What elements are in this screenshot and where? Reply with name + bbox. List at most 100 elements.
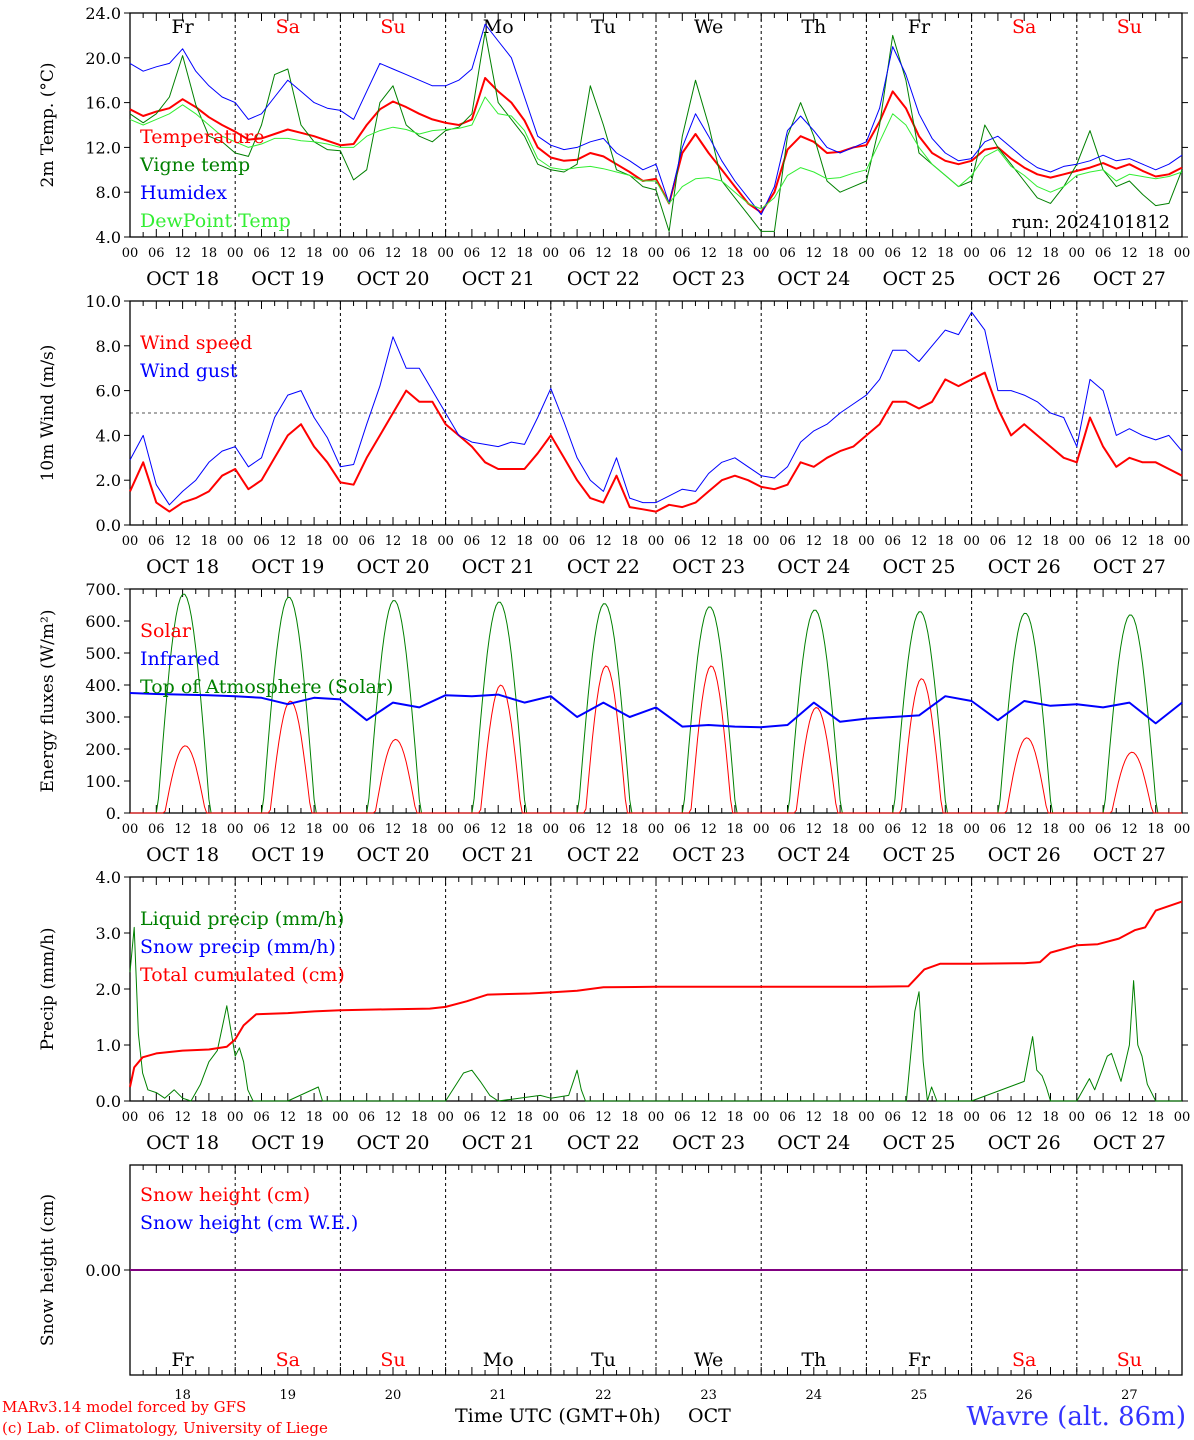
y-tick-label: 2.0 [96,471,121,490]
y-tick-label: 0.0 [96,1092,121,1111]
hour-label: 00 [648,534,665,549]
date-label: OCT 27 [1093,556,1166,578]
series-line [129,96,1183,210]
hour-label: 12 [1016,534,1033,549]
hour-label: 00 [1069,534,1086,549]
hour-label: 18 [1042,534,1059,549]
panel-1: 4.0 8.0 12.0 16.0 20.0 24.0 2m Temp. (°C) 00 06 1… [38,4,1190,290]
hour-label: 00 [543,534,560,549]
hour-label: 00 [753,822,770,837]
series-line [129,692,1183,729]
day-number-label: 21 [490,1388,507,1403]
date-label: OCT 25 [882,268,955,290]
panel-5: 0.00 Snow height (cm) Fr Sa Su Mo Tu We Th Fr Sa Su… [38,1164,1188,1403]
date-label: OCT 24 [777,844,850,866]
y-tick-label: 0.00 [85,1261,121,1280]
series-line [129,900,1183,1088]
hour-label: 06 [779,1110,796,1125]
date-label: OCT 20 [356,268,429,290]
hour-label: 00 [543,822,560,837]
hour-label: 00 [963,822,980,837]
panel-3: 0. 100. 200. 300. 400. 500. 600. 700. Energy flu… [38,580,1190,866]
hour-label: 12 [1121,1110,1138,1125]
hour-label: 18 [201,1110,218,1125]
hour-label: 00 [122,534,139,549]
date-label: OCT 26 [988,556,1061,578]
day-name-label: Fr [171,16,194,38]
hour-label: 00 [963,534,980,549]
y-tick-label: 10.0 [85,292,121,311]
legend-entry: Wind gust [140,360,238,382]
date-label: OCT 23 [672,1132,745,1154]
day-name-label: Sa [1012,16,1036,38]
hour-label: 06 [464,246,481,261]
hour-label: 18 [516,246,533,261]
hour-label: 18 [937,534,954,549]
hour-label: 18 [832,1110,849,1125]
day-name-label: Tu [591,1349,616,1371]
hour-label: 12 [911,534,928,549]
hour-label: 12 [385,822,402,837]
date-label: OCT 22 [567,268,640,290]
date-label: OCT 18 [146,1132,219,1154]
hour-label: 18 [411,822,428,837]
legend-entry: Vigne temp [139,154,250,176]
hour-label: 12 [595,822,612,837]
series-line [130,665,1182,814]
hour-label: 12 [174,822,191,837]
hour-label: 12 [1121,822,1138,837]
date-label: OCT 23 [672,844,745,866]
day-number-label: 27 [1121,1388,1138,1403]
hour-label: 18 [1147,246,1164,261]
hour-label: 00 [437,534,454,549]
legend-entry: Humidex [140,182,227,204]
hour-label: 18 [306,534,323,549]
hour-label: 12 [385,246,402,261]
hour-label: 00 [437,246,454,261]
station-name: Wavre (alt. 86m) [966,1402,1186,1432]
day-name-label: Su [1117,1349,1142,1371]
hour-label: 18 [201,822,218,837]
hour-label: 06 [358,534,375,549]
y-tick-label: 1.0 [96,1036,121,1055]
hour-label: 06 [674,246,691,261]
hour-label: 00 [543,246,560,261]
hour-label: 12 [280,1110,297,1125]
hour-label: 00 [1174,1110,1191,1125]
legend-entry: Temperature [140,126,264,148]
y-tick-label: 300. [85,708,121,727]
hour-label: 06 [464,1110,481,1125]
date-label: OCT 27 [1093,844,1166,866]
hour-label: 00 [543,1110,560,1125]
hour-label: 18 [306,1110,323,1125]
legend-entry: Snow height (cm W.E.) [140,1212,358,1234]
hour-label: 06 [253,1110,270,1125]
day-number-label: 24 [806,1388,823,1403]
hour-label: 06 [253,534,270,549]
date-label: OCT 22 [567,844,640,866]
y-tick-label: 100. [85,772,121,791]
hour-label: 12 [1016,1110,1033,1125]
hour-label: 06 [358,246,375,261]
legend-entry: Solar [140,620,192,642]
y-tick-label: 600. [85,612,121,631]
date-label: OCT 24 [777,556,850,578]
hour-label: 12 [911,822,928,837]
hour-label: 18 [1042,822,1059,837]
hour-label: 06 [569,1110,586,1125]
hour-label: 12 [385,534,402,549]
legend-entry: Top of Atmosphere (Solar) [140,676,393,698]
legend-entry: Snow height (cm) [140,1184,310,1206]
hour-label: 06 [779,822,796,837]
y-tick-label: 4.0 [96,228,121,247]
y-tick-label: 400. [85,676,121,695]
hour-label: 06 [1095,822,1112,837]
y-tick-label: 200. [85,740,121,759]
date-label: OCT 19 [251,268,324,290]
hour-label: 18 [1042,246,1059,261]
hour-label: 12 [174,246,191,261]
hour-label: 00 [227,534,244,549]
hour-label: 12 [490,534,507,549]
hour-label: 00 [1174,246,1191,261]
hour-label: 06 [569,534,586,549]
